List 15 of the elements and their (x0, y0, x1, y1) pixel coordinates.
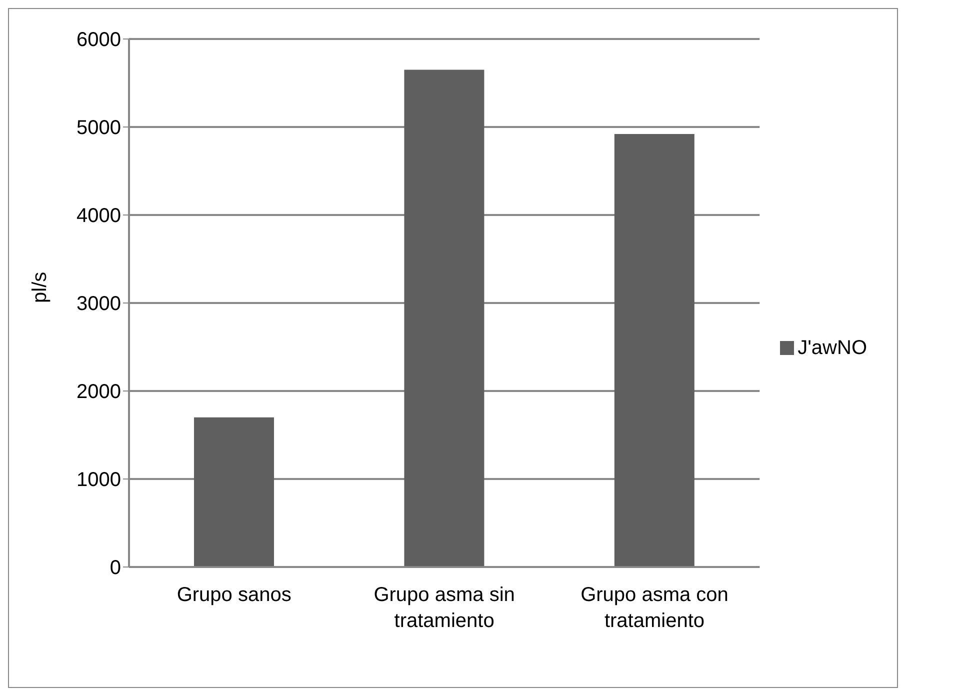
y-tick-label: 5000 (76, 117, 121, 140)
y-tick-label: 6000 (76, 29, 121, 52)
y-axis-title: pl/s (29, 272, 52, 303)
y-tick-label: 1000 (76, 469, 121, 492)
bar (194, 417, 274, 567)
y-tick-label: 4000 (76, 205, 121, 228)
bar (614, 134, 694, 567)
x-tick-label: Grupo sanos (176, 584, 292, 606)
bar (404, 70, 484, 567)
x-tick-label: Grupo asma sin tratamiento (374, 584, 515, 632)
y-tick-label: 3000 (76, 293, 121, 316)
y-tick-label: 2000 (76, 381, 121, 404)
x-tick-label: Grupo asma con tratamiento (580, 584, 728, 632)
legend-label: J'awNO (798, 336, 867, 358)
y-tick-label: 0 (110, 557, 121, 580)
